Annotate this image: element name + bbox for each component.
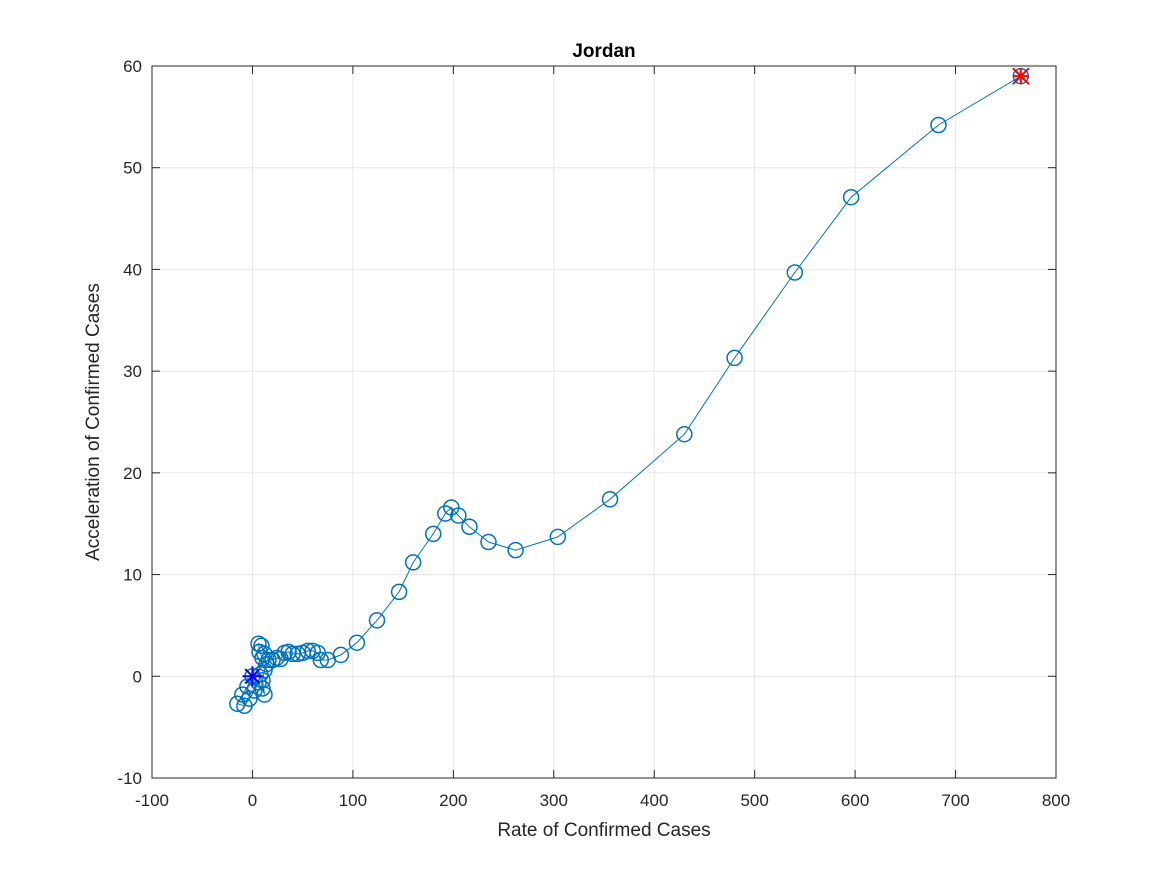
data-point (390, 583, 408, 601)
plot-area (151, 65, 1057, 779)
data-point (842, 188, 860, 206)
x-tick-label: 500 (740, 791, 768, 810)
data-point (241, 690, 258, 707)
y-tick-label: 10 (123, 566, 142, 585)
y-tick-label: 20 (123, 464, 142, 483)
data-point (726, 349, 743, 367)
y-axis-title: Acceleration of Confirmed Cases (83, 283, 104, 561)
series-layer (229, 67, 1030, 715)
y-tick-label: 0 (133, 667, 142, 686)
data-point (930, 116, 947, 134)
x-tick-label: 800 (1042, 791, 1070, 810)
data-point (299, 642, 316, 660)
data-point (480, 533, 497, 551)
data-point (424, 525, 442, 543)
data-point (601, 491, 619, 508)
y-tick-label: -10 (117, 769, 142, 788)
y-tick-label: 40 (123, 260, 142, 279)
start-marker (242, 666, 263, 687)
x-axis-title: Rate of Confirmed Cases (497, 820, 710, 841)
axis-ticks: -100 0 100 200 300 400 500 600 700 800-1001020304… (117, 57, 1070, 810)
data-point (312, 651, 329, 669)
y-tick-label: 30 (123, 362, 142, 381)
data-point (461, 518, 478, 536)
data-point (332, 646, 350, 664)
data-point (254, 672, 271, 689)
data-point (404, 554, 422, 571)
data-point (348, 634, 366, 651)
x-tick-label: 400 (640, 791, 668, 810)
data-point (786, 264, 804, 281)
x-tick-label: 100 (339, 791, 367, 810)
data-point (368, 612, 386, 629)
x-tick-label: 600 (841, 791, 869, 810)
x-tick-label: 0 (248, 791, 257, 810)
special-markers (242, 67, 1030, 687)
data-point (250, 635, 267, 652)
x-tick-label: 300 (540, 791, 568, 810)
x-tick-label: 700 (941, 791, 969, 810)
data-point (246, 682, 263, 699)
data-point (253, 637, 270, 655)
x-tick-label: -100 (135, 791, 169, 810)
y-tick-label: 60 (123, 57, 142, 76)
end-marker (1012, 67, 1030, 85)
data-point (437, 505, 454, 522)
y-tick-label: 50 (123, 159, 142, 178)
series-line (236, 75, 1022, 707)
data-point (676, 425, 693, 443)
chart-title: Jordan (572, 41, 635, 62)
data-point (507, 541, 524, 559)
x-tick-label: 200 (439, 791, 467, 810)
data-point (260, 651, 277, 669)
data-point (450, 507, 467, 524)
data-point (549, 528, 567, 546)
